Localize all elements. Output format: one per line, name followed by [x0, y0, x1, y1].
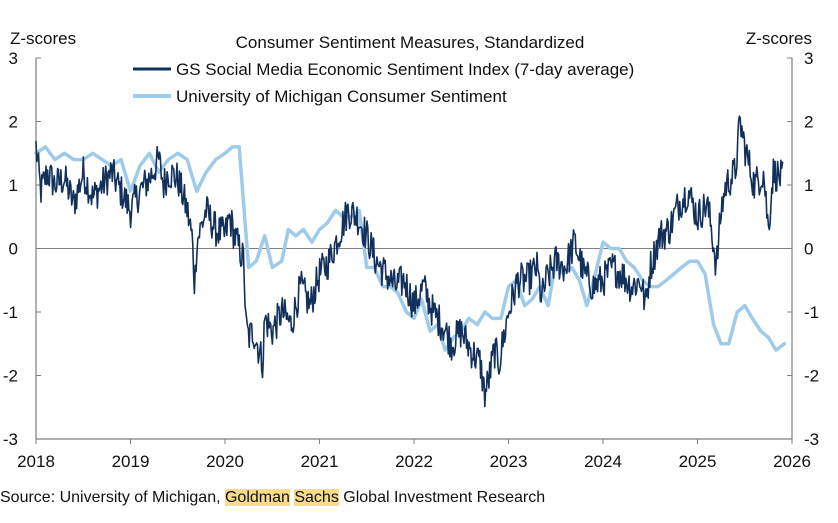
- y-axis-label-right: Z-scores: [746, 29, 812, 48]
- x-tick-label: 2023: [490, 452, 528, 471]
- source-highlight-sachs: Sachs: [294, 489, 339, 506]
- y-tick-label-right: -2: [804, 367, 819, 386]
- y-tick-label-left: -2: [3, 367, 18, 386]
- x-tick-label: 2019: [112, 452, 150, 471]
- axes-layer: 3 3 2 2 1 1 0 0 -1 -1 -2 -2 -3 -3 2018 2019 2020 2021 2022…: [3, 49, 819, 471]
- y-tick-label-left: -1: [3, 303, 18, 322]
- x-tick-label: 2025: [679, 452, 717, 471]
- x-tick-label: 2020: [206, 452, 244, 471]
- source-suffix: Global Investment Research: [338, 489, 546, 506]
- y-tick-label-left: -3: [3, 430, 18, 449]
- x-tick-label: 2026: [773, 452, 811, 471]
- y-tick-label-right: -1: [804, 303, 819, 322]
- y-tick-label-left: 2: [9, 113, 18, 132]
- y-tick-label-right: 0: [804, 240, 813, 259]
- chart-title: Consumer Sentiment Measures, Standardize…: [236, 33, 585, 52]
- y-tick-label-right: -3: [804, 430, 819, 449]
- y-tick-label-left: 0: [9, 240, 18, 259]
- series-layer: [34, 115, 787, 408]
- legend-label-gs: GS Social Media Economic Sentiment Index…: [176, 60, 634, 79]
- x-tick-label: 2022: [395, 452, 433, 471]
- y-tick-label-left: 1: [9, 176, 18, 195]
- y-tick-label-right: 3: [804, 49, 813, 68]
- series-line-gs: [35, 115, 784, 408]
- source-note: Source: University of Michigan, Goldman …: [0, 489, 545, 507]
- x-tick-label: 2024: [584, 452, 622, 471]
- source-highlight-goldman: Goldman: [224, 489, 290, 506]
- source-prefix: Source: University of Michigan,: [0, 489, 225, 506]
- x-tick-label: 2018: [17, 452, 55, 471]
- x-tick-label: 2021: [301, 452, 339, 471]
- y-tick-label-right: 1: [804, 176, 813, 195]
- series-line-umich: [34, 145, 787, 352]
- y-axis-label-left: Z-scores: [10, 29, 76, 48]
- text-layer: Consumer Sentiment Measures, Standardize…: [10, 29, 812, 52]
- legend-label-umich: University of Michigan Consumer Sentimen…: [176, 87, 507, 106]
- y-tick-label-left: 3: [9, 49, 18, 68]
- y-tick-label-right: 2: [804, 113, 813, 132]
- legend: GS Social Media Economic Sentiment Index…: [133, 60, 634, 106]
